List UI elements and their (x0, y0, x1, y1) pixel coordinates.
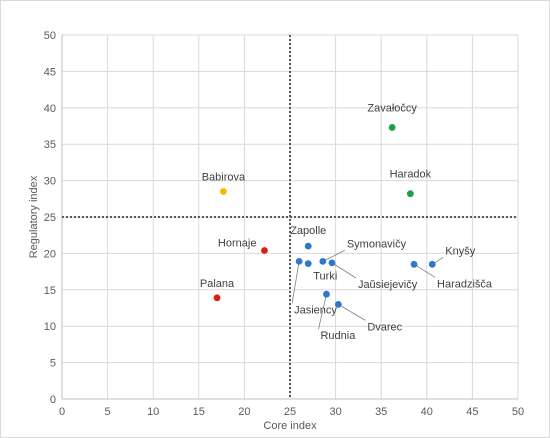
x-tick-label: 35 (375, 406, 387, 418)
data-points (213, 124, 436, 308)
point-label: Rudnia (320, 330, 356, 342)
y-tick-label: 30 (44, 176, 56, 188)
y-tick-label: 15 (44, 285, 56, 297)
point-label: Hornaje (218, 237, 257, 249)
x-tick-label: 10 (147, 406, 159, 418)
data-point (213, 294, 221, 302)
y-tick-label: 20 (44, 248, 56, 260)
axes: 0 5 10 15 20 25 30 35 40 45 50 0 5 10 15 20 25 30 35 40 45 50 (44, 30, 524, 418)
y-tick-label: 25 (44, 212, 56, 224)
point-label: Knyšy (445, 245, 475, 257)
data-point (295, 258, 303, 265)
x-tick-label: 0 (59, 406, 65, 418)
leader-line (318, 294, 327, 330)
point-label: Zavałočcy (367, 102, 417, 114)
leader-line (291, 261, 300, 304)
x-tick-label: 5 (105, 406, 111, 418)
data-point (406, 190, 414, 198)
point-label: Haradzišča (437, 278, 493, 290)
x-tick-label: 45 (466, 406, 478, 418)
point-label: Symonavičy (347, 238, 407, 250)
leader-line (413, 263, 436, 278)
point-label: Palana (200, 278, 235, 290)
x-tick-label: 50 (512, 406, 524, 418)
point-label: Zapolle (290, 225, 326, 237)
y-tick-label: 0 (50, 394, 56, 406)
y-tick-label: 35 (44, 139, 56, 151)
point-label: Haradok (390, 169, 432, 181)
data-point (334, 300, 342, 308)
leader-line (331, 262, 357, 279)
x-axis-title: Core index (263, 420, 317, 432)
reference-lines (62, 35, 518, 399)
x-tick-label: 20 (238, 406, 250, 418)
y-tick-label: 50 (44, 30, 56, 42)
leader-line (338, 304, 366, 321)
y-tick-label: 5 (50, 358, 56, 370)
point-label: Dvarec (367, 321, 402, 333)
x-tick-label: 25 (284, 406, 296, 418)
y-tick-label: 40 (44, 103, 56, 115)
data-point (428, 260, 436, 268)
data-point (261, 247, 268, 254)
point-label: Jaŭsiejevičy (358, 279, 418, 291)
data-point (328, 259, 336, 267)
data-point (220, 188, 227, 195)
y-axis-title: Regulatory index (28, 175, 40, 258)
data-point (388, 124, 396, 131)
x-tick-label: 40 (421, 406, 433, 418)
data-point (304, 260, 312, 267)
data-point (410, 260, 418, 268)
leader-line (322, 250, 346, 262)
y-tick-label: 10 (44, 321, 56, 333)
point-labels: Zavałočcy Haradok Babirova Hornaje Palana Zap… (200, 102, 493, 342)
data-point (319, 258, 327, 265)
data-point (323, 290, 330, 298)
x-tick-label: 30 (329, 406, 341, 418)
y-tick-label: 45 (44, 66, 56, 78)
x-tick-label: 15 (193, 406, 205, 418)
point-label: Turki (313, 271, 337, 283)
point-label: Babirova (202, 172, 246, 184)
point-label: Jasiency (294, 304, 337, 316)
data-point (304, 242, 312, 250)
